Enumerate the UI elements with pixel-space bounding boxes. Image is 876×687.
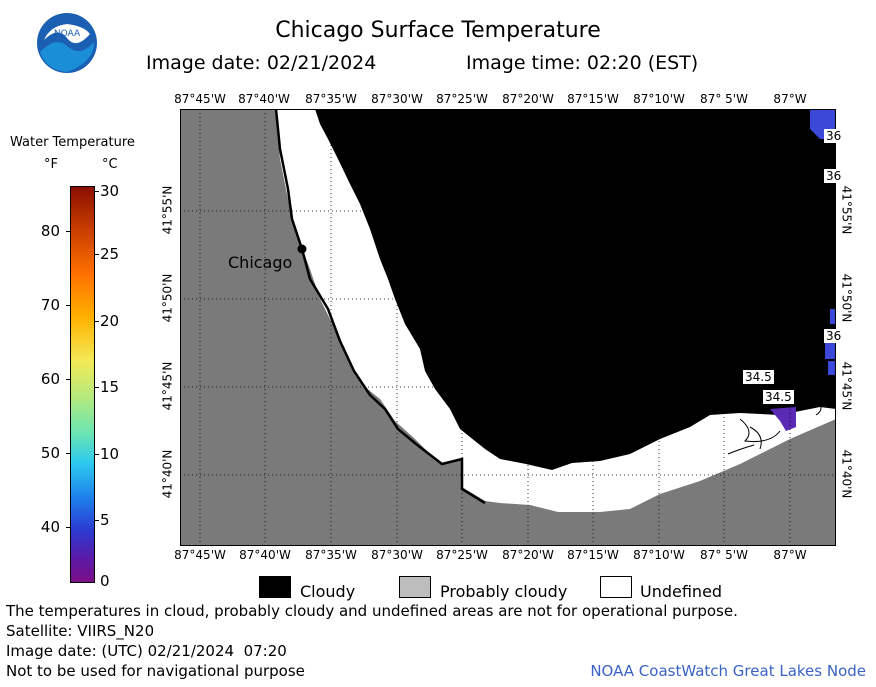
- f-tick: 40: [40, 518, 60, 536]
- lon-label: 87°45'W: [174, 92, 226, 106]
- legend-swatch-undefined: [600, 576, 632, 598]
- lon-label: 87°30'W: [371, 548, 423, 562]
- f-tick: 50: [40, 444, 60, 462]
- lat-label: 41°40'N: [839, 449, 854, 499]
- legend-label: Undefined: [640, 582, 723, 601]
- lon-label: 87°35'W: [305, 92, 357, 106]
- temp-label: 36: [824, 329, 844, 343]
- temp-label: 36: [824, 129, 844, 143]
- cold-water: [770, 407, 796, 431]
- footer-credit: NOAA CoastWatch Great Lakes Node: [590, 662, 866, 680]
- c-tick: 25: [100, 245, 120, 263]
- legend-label: Cloudy: [300, 582, 356, 601]
- lon-label: 87°20'W: [502, 548, 554, 562]
- lat-label: 41°50'N: [839, 273, 854, 323]
- footer-utc-date: Image date: (UTC) 02/21/2024 07:20: [6, 642, 287, 660]
- temperature-map: Chicago 34.5 34.5 36 36 36: [180, 109, 844, 546]
- c-tick: 10: [100, 445, 120, 463]
- lon-label: 87°W: [773, 548, 807, 562]
- f-tick: 60: [40, 370, 60, 388]
- f-tick: 80: [40, 222, 60, 240]
- lon-label: 87°15'W: [567, 548, 619, 562]
- c-tick: 20: [100, 312, 120, 330]
- coastline: [274, 109, 486, 505]
- legend-swatch-cloudy: [259, 576, 291, 598]
- grid-lines: [180, 109, 836, 546]
- lon-label: 87°30'W: [371, 92, 423, 106]
- temp-label: 34.5: [743, 370, 774, 384]
- legend-swatch-probably-cloudy: [399, 576, 431, 598]
- lon-label: 87° 5'W: [700, 92, 748, 106]
- lon-label: 87°15'W: [567, 92, 619, 106]
- footer-navigation-note: Not to be used for navigational purpose: [6, 662, 305, 680]
- lat-label: 41°55'N: [839, 185, 854, 235]
- page-title: Chicago Surface Temperature: [275, 18, 601, 43]
- footer-satellite: Satellite: VIIRS_N20: [6, 622, 155, 640]
- colorbar-title: Water Temperature: [10, 135, 135, 150]
- footer-disclaimer: The temperatures in cloud, probably clou…: [6, 602, 738, 620]
- lat-label: 41°45'N: [160, 361, 175, 411]
- unit-celsius: °C: [102, 157, 118, 172]
- image-time: Image time: 02:20 (EST): [466, 52, 699, 74]
- legend-label: Probably cloudy: [440, 582, 568, 601]
- colorbar: [70, 186, 95, 583]
- f-tick: 70: [40, 296, 60, 314]
- lon-label: 87°10'W: [633, 92, 685, 106]
- c-tick: 30: [100, 182, 120, 200]
- city-label: Chicago: [228, 253, 293, 272]
- lon-label: 87°20'W: [502, 92, 554, 106]
- lon-label: 87°25'W: [436, 92, 488, 106]
- lat-label: 41°50'N: [160, 273, 175, 323]
- unit-fahrenheit: °F: [44, 157, 58, 172]
- lon-label: 87°40'W: [239, 548, 291, 562]
- lon-label: 87°25'W: [436, 548, 488, 562]
- logo-text: NOAA: [54, 29, 81, 39]
- lat-label: 41°45'N: [839, 361, 854, 411]
- lon-label: 87°45'W: [174, 548, 226, 562]
- noaa-logo: NOAA: [36, 12, 98, 74]
- lon-label: 87°10'W: [633, 548, 685, 562]
- c-tick: 15: [100, 378, 120, 396]
- chicago-marker: [297, 244, 307, 254]
- cloud-area: [315, 109, 836, 470]
- image-date: Image date: 02/21/2024: [146, 52, 377, 74]
- lat-label: 41°40'N: [160, 449, 175, 499]
- lon-label: 87°W: [773, 92, 807, 106]
- c-tick: 0: [100, 572, 110, 590]
- c-tick: 5: [100, 511, 110, 529]
- lon-label: 87°35'W: [305, 548, 357, 562]
- lat-label: 41°55'N: [160, 185, 175, 235]
- lon-label: 87° 5'W: [700, 548, 748, 562]
- lon-label: 87°40'W: [238, 92, 290, 106]
- temp-label: 36: [824, 169, 844, 183]
- temp-label: 34.5: [763, 390, 794, 404]
